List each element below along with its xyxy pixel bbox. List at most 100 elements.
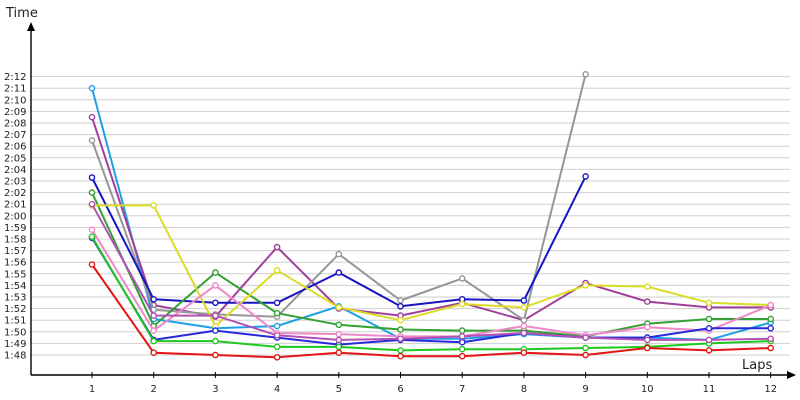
series-8-point-4 — [335, 343, 343, 351]
x-tick-label-8: 9 — [582, 384, 588, 395]
series-line-10 — [91, 263, 771, 359]
series-4-point-6 — [458, 327, 466, 334]
series-3-point-8 — [582, 173, 589, 180]
y-tick-label-22: 2:10 — [4, 95, 26, 106]
series-5-point-1 — [150, 202, 157, 209]
series-4-point-4 — [335, 321, 343, 329]
series-4-point-11 — [767, 315, 775, 323]
series-1-point-3 — [273, 243, 281, 251]
series-5-point-8 — [582, 282, 589, 289]
x-axis-arrow — [787, 371, 796, 379]
series-4-point-3 — [273, 309, 281, 317]
series-6-point-1 — [150, 327, 157, 334]
series-5-point-9 — [644, 283, 651, 290]
y-axis-arrow — [27, 22, 35, 31]
series-3-point-3 — [273, 299, 281, 307]
y-tick-label-21: 2:09 — [4, 107, 26, 118]
series-9-point-7 — [520, 329, 528, 337]
y-tick-label-16: 2:04 — [4, 165, 26, 176]
series-0-point-3 — [273, 322, 281, 330]
series-9-point-4 — [335, 336, 343, 344]
series-10-point-10 — [705, 347, 713, 354]
x-tick-label-9: 10 — [641, 384, 654, 395]
series-10-point-1 — [150, 349, 157, 357]
grid-layer — [31, 76, 790, 356]
series-layer — [88, 71, 775, 361]
series-9-point-3 — [273, 331, 281, 339]
y-tick-label-8: 1:56 — [4, 258, 26, 269]
series-7-point-2 — [212, 327, 219, 334]
y-axis-title: Time — [5, 6, 38, 21]
series-4-point-5 — [397, 326, 404, 333]
series-6-point-2 — [212, 282, 219, 289]
y-tick-label-4: 1:52 — [4, 304, 26, 315]
y-tick-label-10: 1:58 — [4, 235, 26, 246]
x-tick-label-3: 4 — [274, 384, 280, 395]
series-3-point-5 — [397, 302, 404, 310]
series-2-point-4 — [335, 250, 343, 258]
x-tick-label-11: 12 — [764, 384, 777, 395]
series-2-point-7 — [520, 316, 528, 324]
series-line-3 — [91, 175, 587, 308]
series-2-point-6 — [458, 275, 466, 282]
series-8-point-2 — [212, 337, 219, 345]
y-tick-label-2: 1:50 — [4, 327, 26, 338]
series-line-7 — [91, 237, 771, 346]
y-tick-label-3: 1:51 — [4, 316, 26, 327]
series-4-point-0 — [88, 189, 96, 196]
y-tick-label-23: 2:11 — [4, 84, 26, 95]
x-tick-label-2: 3 — [212, 384, 218, 395]
series-9-point-5 — [397, 335, 404, 343]
series-7-point-6 — [458, 338, 466, 346]
series-1-point-9 — [644, 298, 651, 305]
series-8-point-6 — [458, 345, 466, 353]
y-tick-label-24: 2:12 — [4, 72, 26, 83]
series-7-point-11 — [767, 324, 775, 332]
series-9-point-11 — [767, 335, 775, 343]
series-4-point-10 — [705, 315, 713, 323]
series-9-point-8 — [582, 334, 589, 341]
series-9-point-6 — [458, 333, 466, 340]
series-10-point-5 — [397, 352, 404, 360]
x-tick-label-0: 1 — [89, 384, 95, 395]
series-5-point-4 — [335, 304, 343, 311]
series-0-point-0 — [88, 84, 96, 92]
series-line-8 — [91, 236, 771, 352]
series-7-point-10 — [705, 324, 713, 332]
y-tick-label-17: 2:05 — [4, 153, 26, 164]
series-8-point-5 — [397, 347, 404, 354]
series-2-point-8 — [582, 71, 589, 78]
series-6-point-11 — [767, 301, 775, 309]
series-5-point-7 — [520, 304, 528, 311]
series-3-point-1 — [150, 295, 157, 303]
series-10-point-9 — [644, 344, 651, 352]
y-tick-label-14: 2:02 — [4, 188, 26, 199]
y-tick-label-6: 1:54 — [4, 281, 26, 292]
series-3-point-0 — [88, 174, 96, 181]
series-4-point-2 — [212, 269, 219, 276]
series-line-4 — [91, 192, 771, 338]
series-10-point-6 — [458, 352, 466, 360]
series-6-point-0 — [88, 226, 96, 233]
series-8-point-3 — [273, 343, 281, 351]
y-tick-label-9: 1:57 — [4, 246, 26, 257]
series-5-point-3 — [273, 266, 281, 274]
series-10-point-2 — [212, 351, 219, 359]
series-10-point-11 — [767, 344, 775, 352]
series-10-point-8 — [582, 351, 589, 359]
series-5-point-10 — [705, 299, 713, 307]
series-1-point-0 — [88, 113, 96, 121]
y-tick-label-5: 1:53 — [4, 293, 26, 304]
y-tick-label-18: 2:06 — [4, 142, 26, 153]
series-3-point-2 — [212, 299, 219, 307]
y-tick-label-20: 2:08 — [4, 119, 26, 130]
y-tick-label-1: 1:49 — [4, 339, 26, 350]
series-8-point-1 — [150, 337, 157, 345]
y-tick-label-15: 2:03 — [4, 177, 26, 188]
series-9-point-9 — [644, 336, 651, 344]
series-9-point-0 — [88, 200, 96, 208]
x-tick-label-4: 5 — [336, 384, 342, 395]
series-line-0 — [91, 87, 771, 341]
y-tick-label-12: 2:00 — [4, 211, 26, 222]
